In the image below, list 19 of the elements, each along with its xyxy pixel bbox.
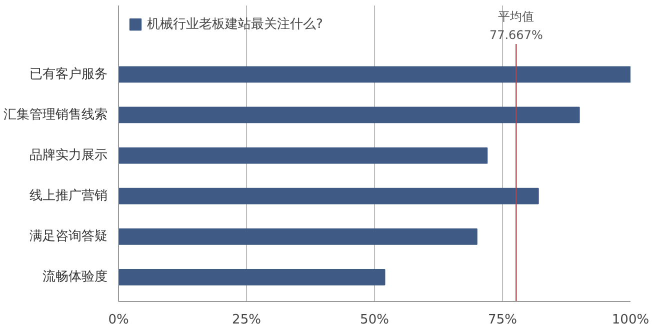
bar [118,147,488,164]
bar [118,268,386,286]
y-tick-label: 满足咨询答疑 [30,229,108,244]
x-tick-label: 0% [108,312,129,328]
ref-line-label: 平均值 77.667% [489,10,543,42]
x-tick-label: 100% [612,312,650,328]
y-tick-label: 品牌实力展示 [30,148,108,164]
x-tick-label: 25% [232,312,261,328]
bar [118,66,630,83]
y-tick-label: 已有客户服务 [30,66,108,82]
x-tick-label: 75% [488,312,517,328]
bar [118,188,539,204]
y-tick-label: 流畅体验度 [42,268,108,285]
x-tick-label: 50% [360,312,389,328]
bar [118,228,478,245]
legend-label: 机械行业老板建站最关注什么? [147,16,323,33]
y-tick-label: 线上推广营销 [30,188,108,204]
bar [118,106,580,124]
y-tick-label: 汇集管理销售线索 [4,107,108,122]
